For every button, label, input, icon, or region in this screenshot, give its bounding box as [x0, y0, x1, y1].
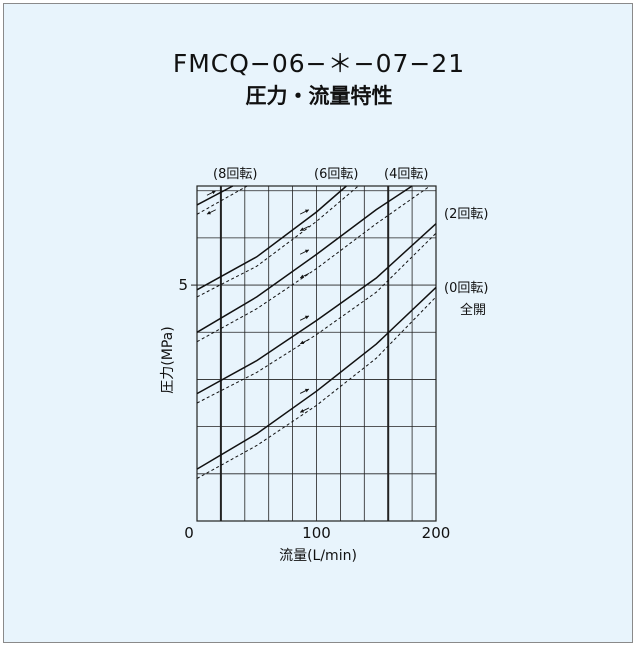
plot-frame — [196, 185, 437, 522]
x-tick-label: 200 — [422, 524, 451, 542]
x-tick-label: 100 — [302, 524, 331, 542]
flow-arrow-head — [300, 409, 305, 413]
series-label: (2回転) — [444, 207, 488, 222]
flow-arrow-head — [300, 227, 305, 231]
series-line-dashed — [196, 185, 359, 298]
series-line-solid — [196, 185, 413, 333]
flow-arrow-head — [206, 210, 211, 215]
series-line-dashed — [196, 296, 437, 479]
series-line-solid — [196, 185, 234, 206]
direction-arrows — [206, 190, 310, 413]
flow-arrow-head — [304, 209, 309, 214]
series-label: (0回転) — [444, 281, 488, 296]
flow-arrow-head — [300, 340, 305, 345]
series-line-solid — [196, 286, 437, 470]
curves — [196, 185, 437, 479]
series-line-solid — [196, 223, 437, 395]
chart-svg: FMCQ−06−＊−07−21 圧力・流量特性 0 100 200 5 (0回転) 全開… — [160, 49, 488, 564]
tick-labels: 0 100 200 5 — [178, 276, 450, 542]
series-line-dashed — [196, 185, 431, 343]
grid — [191, 185, 437, 522]
series-label-extra: 全開 — [460, 302, 486, 318]
y-axis-label: 圧力(MPa) — [160, 326, 176, 393]
flow-arrow-head — [304, 249, 309, 254]
y-tick-label: 5 — [178, 276, 188, 294]
chart-subtitle: 圧力・流量特性 — [246, 84, 393, 108]
series-label: (4回転) — [384, 167, 428, 182]
flow-arrow-head — [304, 315, 309, 320]
series-line-dashed — [196, 232, 437, 404]
x-axis-label: 流量(L/min) — [279, 548, 357, 564]
flow-arrow-head — [211, 190, 216, 195]
chart-title: FMCQ−06−＊−07−21 — [173, 49, 465, 78]
series-line-dashed — [196, 185, 248, 215]
flow-arrow-head — [300, 274, 305, 278]
series-line-solid — [196, 185, 347, 291]
series-labels: (0回転) 全開 (2回転) (4回転) (6回転) (8回転) — [213, 167, 488, 318]
x-tick-label: 0 — [184, 524, 194, 542]
chart-panel: FMCQ−06−＊−07−21 圧力・流量特性 0 100 200 5 (0回転) 全開… — [3, 3, 633, 643]
series-label: (8回転) — [213, 167, 257, 182]
flow-arrow-head — [304, 388, 309, 393]
series-label: (6回転) — [314, 167, 358, 182]
